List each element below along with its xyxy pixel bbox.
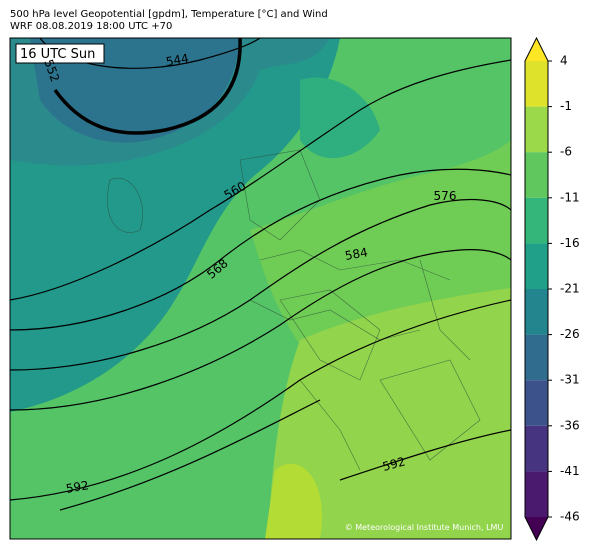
temp-region	[250, 140, 511, 345]
colorbar-band	[525, 289, 548, 335]
colorbar-band	[525, 152, 548, 198]
subtitle-line: WRF 08.08.2019 18:00 UTC +70	[10, 21, 172, 32]
contour-label: 576	[434, 189, 457, 203]
contour-line	[59, 399, 511, 511]
contour-line	[10, 168, 511, 331]
contour-line	[10, 299, 511, 501]
contour-line	[10, 249, 511, 411]
contour-line	[10, 198, 511, 371]
colorbar-tick-label: -31	[560, 373, 580, 387]
contour-label: 584	[344, 245, 369, 263]
colorbar-band	[525, 106, 548, 153]
time-label-box	[15, 43, 105, 64]
colorbar-extension	[525, 517, 548, 540]
temp-region	[268, 288, 511, 539]
map: 16 UTC Sun © Meteorological Institute Mu…	[10, 38, 511, 539]
temp-region	[265, 463, 322, 539]
colorbar-tick-label: -21	[560, 282, 580, 296]
colorbar-tick-label: -1	[560, 99, 572, 113]
colorbar-tick-label: 4	[560, 54, 568, 68]
colorbar-tick-label: -6	[560, 145, 572, 159]
contour-label: 544	[165, 51, 190, 69]
colorbar-tick-label: -26	[560, 327, 580, 341]
contour-label: 592	[65, 478, 90, 496]
colorbar-band	[525, 243, 548, 289]
colorbar-band	[525, 471, 548, 517]
title-line: 500 hPa level Geopotential [gpdm], Tempe…	[10, 9, 328, 20]
colorbar-tick-label: -11	[560, 190, 580, 204]
colorbar-band	[525, 61, 548, 107]
colorbar-extension	[525, 38, 548, 61]
colorbar-band	[525, 197, 548, 244]
colorbar-tick-label: -41	[560, 464, 580, 478]
time-label: 16 UTC Sun	[20, 47, 95, 62]
temp-region	[300, 77, 380, 159]
country-border	[249, 249, 471, 471]
contour-line	[10, 59, 511, 301]
coastline	[107, 149, 481, 461]
contour-line	[53, 38, 242, 135]
contour-label: 592	[381, 454, 407, 473]
colorbar-band	[525, 334, 548, 381]
colorbar-band	[525, 380, 548, 426]
colorbar-band	[525, 425, 548, 472]
colorbar-tick-label: -46	[560, 510, 580, 524]
map-frame	[9, 37, 512, 540]
colorbar-tick-label: -16	[560, 236, 580, 250]
credit: © Meteorological Institute Munich, LMU	[345, 523, 504, 532]
colorbar-tick-label: -36	[560, 418, 580, 432]
